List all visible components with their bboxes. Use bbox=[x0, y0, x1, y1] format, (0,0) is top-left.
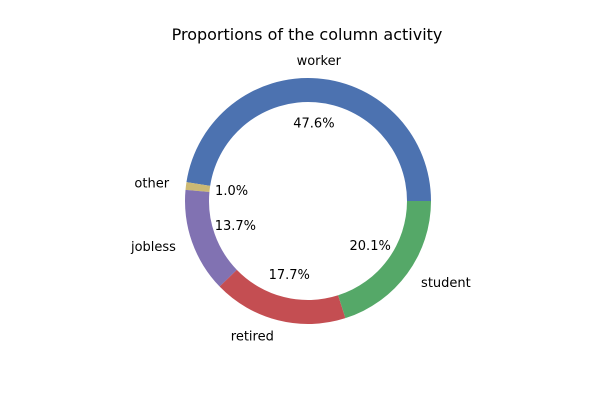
percentage-label-other: 1.0% bbox=[215, 184, 248, 199]
pie-labels: worker 47.6% other 1.0% jobless 13.7% retired 1… bbox=[130, 54, 471, 344]
category-label-other: other bbox=[134, 176, 169, 191]
pie-slice-retired bbox=[219, 269, 346, 324]
category-label-jobless: jobless bbox=[130, 240, 176, 255]
chart-title: Proportions of the column activity bbox=[172, 25, 443, 44]
pie-slice-jobless bbox=[185, 189, 237, 287]
category-label-worker: worker bbox=[297, 54, 342, 69]
percentage-label-jobless: 13.7% bbox=[215, 219, 256, 234]
pie-slice-student bbox=[338, 201, 431, 319]
pie-slice-other bbox=[185, 182, 211, 193]
pie-slices bbox=[185, 78, 431, 324]
percentage-label-student: 20.1% bbox=[350, 239, 391, 254]
category-label-student: student bbox=[421, 276, 471, 291]
percentage-label-retired: 17.7% bbox=[269, 268, 310, 283]
pie-slice-worker bbox=[186, 78, 431, 201]
category-label-retired: retired bbox=[231, 329, 274, 344]
percentage-label-worker: 47.6% bbox=[293, 117, 334, 132]
